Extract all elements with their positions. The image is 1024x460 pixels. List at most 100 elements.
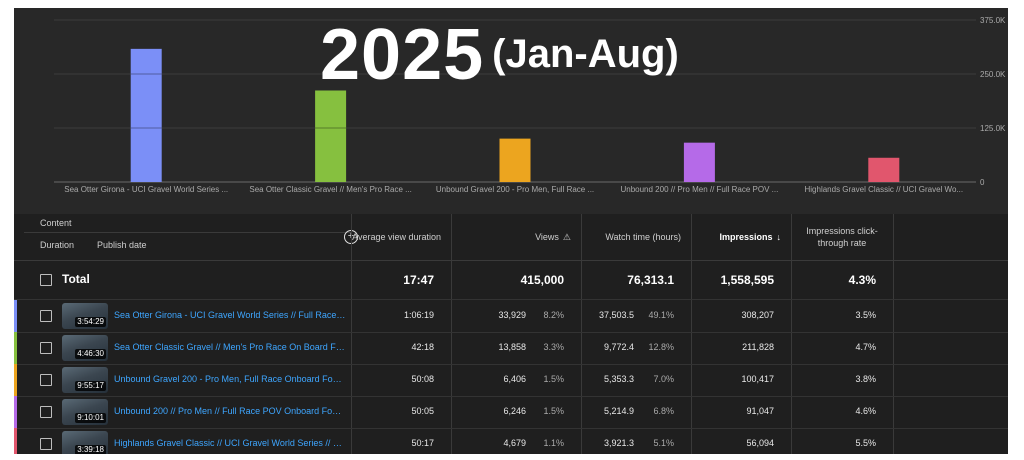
watch-time-header[interactable]: Watch time (hours) [605, 232, 681, 242]
row-checkbox[interactable] [40, 374, 52, 386]
y-tick-label: 375.0K [980, 16, 1006, 25]
impressions-value: 100,417 [741, 374, 774, 384]
views-value: 13,858 [498, 342, 526, 352]
avg-view-duration: 50:05 [411, 406, 434, 416]
table-row[interactable]: 9:55:17 Unbound Gravel 200 - Pro Men, Ful… [14, 364, 1008, 397]
video-title-link[interactable]: Highlands Gravel Classic // UCI Gravel W… [114, 438, 346, 448]
content-table: Content Duration Publish date + Average … [14, 214, 1008, 454]
ctr-value: 3.5% [855, 310, 876, 320]
watch-time-value: 5,214.9 [603, 406, 634, 416]
analytics-panel: 0 125.0K 250.0K 375.0K Sea Otter Girona - UC… [14, 8, 1008, 454]
series-color-bar [14, 332, 17, 364]
video-thumbnail[interactable]: 9:10:01 [62, 399, 108, 425]
watch-time-percent: 7.0% [653, 374, 674, 384]
watch-time-percent: 49.1% [648, 310, 674, 320]
y-tick-label: 250.0K [980, 70, 1006, 79]
video-thumbnail[interactable]: 9:55:17 [62, 367, 108, 393]
views-percent: 1.5% [543, 374, 564, 384]
x-tick-label: Highlands Gravel Classic // UCI Gravel W… [805, 185, 964, 194]
video-title-link[interactable]: Unbound Gravel 200 - Pro Men, Full Race … [114, 374, 346, 384]
impressions-value: 56,094 [746, 438, 774, 448]
views-percent: 3.3% [543, 342, 564, 352]
views-value: 6,246 [503, 406, 526, 416]
watch-time-percent: 6.8% [653, 406, 674, 416]
watch-time-percent: 5.1% [653, 438, 674, 448]
ctr-value: 3.8% [855, 374, 876, 384]
watch-time-value: 3,921.3 [603, 438, 634, 448]
impressions-value: 91,047 [746, 406, 774, 416]
total-checkbox[interactable] [40, 274, 52, 286]
x-tick-label: Sea Otter Girona - UCI Gravel World Seri… [64, 185, 228, 194]
bar[interactable] [315, 90, 347, 182]
row-checkbox[interactable] [40, 310, 52, 322]
column-divider [351, 214, 352, 454]
avg-view-duration: 42:18 [411, 342, 434, 352]
table-row[interactable]: 3:39:18 Highlands Gravel Classic // UCI G… [14, 428, 1008, 454]
bar[interactable] [868, 157, 900, 182]
duration-sort-header[interactable]: Duration [40, 240, 75, 250]
video-title-link[interactable]: Sea Otter Classic Gravel // Men's Pro Ra… [114, 342, 346, 352]
total-views: 415,000 [520, 273, 564, 287]
total-row: Total 17:47 415,000 76,313.1 1,558,595 4… [14, 261, 1008, 300]
views-percent: 1.1% [543, 438, 564, 448]
total-avg-view-duration: 17:47 [403, 273, 434, 287]
avg-view-duration: 50:08 [411, 374, 434, 384]
x-tick-label: Sea Otter Classic Gravel // Men's Pro Ra… [249, 185, 411, 194]
series-color-bar [14, 364, 17, 396]
video-title-link[interactable]: Unbound 200 // Pro Men // Full Race POV … [114, 406, 346, 416]
warning-icon: ⚠ [562, 232, 571, 242]
impressions-value: 211,828 [742, 342, 774, 352]
views-value: 6,406 [503, 374, 526, 384]
row-checkbox[interactable] [40, 438, 52, 450]
impressions-value: 308,207 [741, 310, 774, 320]
avg-view-duration: 50:17 [411, 438, 434, 448]
column-divider [451, 214, 452, 454]
row-checkbox[interactable] [40, 342, 52, 354]
total-watch-time: 76,313.1 [627, 273, 674, 287]
table-header: Content Duration Publish date + Average … [14, 214, 1008, 261]
column-divider [581, 214, 582, 454]
watch-time-value: 37,503.5 [598, 310, 634, 320]
header-divider [24, 232, 350, 233]
impressions-header[interactable]: Impressions ↓ [719, 232, 781, 242]
series-color-bar [14, 396, 17, 428]
views-header[interactable]: Views ⚠ [535, 232, 571, 242]
avg-view-duration-header[interactable]: Average view duration [352, 232, 441, 242]
views-value: 33,929 [498, 310, 526, 320]
bar[interactable] [683, 142, 715, 182]
bar[interactable] [499, 138, 531, 182]
video-thumbnail[interactable]: 3:39:18 [62, 431, 108, 454]
bar[interactable] [130, 48, 162, 182]
video-thumbnail[interactable]: 3:54:29 [62, 303, 108, 329]
ctr-value: 4.6% [855, 406, 876, 416]
total-label: Total [62, 272, 90, 286]
column-divider [893, 214, 894, 454]
video-title-link[interactable]: Sea Otter Girona - UCI Gravel World Seri… [114, 310, 346, 320]
watch-time-percent: 12.8% [648, 342, 674, 352]
column-divider [791, 214, 792, 454]
watch-time-value: 5,353.3 [603, 374, 634, 384]
avg-view-duration: 1:06:19 [403, 310, 434, 320]
duration-badge: 4:46:30 [75, 349, 106, 359]
duration-badge: 9:55:17 [75, 381, 106, 391]
ctr-value: 4.7% [855, 342, 876, 352]
row-checkbox[interactable] [40, 406, 52, 418]
table-row[interactable]: 4:46:30 Sea Otter Classic Gravel // Men's… [14, 332, 1008, 365]
video-thumbnail[interactable]: 4:46:30 [62, 335, 108, 361]
bar-chart: 0 125.0K 250.0K 375.0K Sea Otter Girona - UC… [54, 16, 1006, 194]
y-tick-label: 0 [980, 178, 985, 187]
views-value: 4,679 [503, 438, 526, 448]
y-tick-label: 125.0K [980, 124, 1006, 133]
ctr-header[interactable]: Impressions click-through rate [806, 226, 878, 248]
table-row[interactable]: 3:54:29 Sea Otter Girona - UCI Gravel Wor… [14, 300, 1008, 333]
table-row[interactable]: 9:10:01 Unbound 200 // Pro Men // Full Ra… [14, 396, 1008, 429]
total-impressions: 1,558,595 [720, 273, 774, 287]
content-header-label: Content [40, 218, 72, 228]
publish-date-sort-header[interactable]: Publish date [97, 240, 147, 250]
duration-badge: 3:54:29 [75, 317, 106, 327]
x-tick-label: Unbound 200 // Pro Men // Full Race POV … [620, 185, 778, 194]
series-color-bar [14, 428, 17, 454]
views-percent: 1.5% [543, 406, 564, 416]
duration-badge: 9:10:01 [75, 413, 106, 423]
views-percent: 8.2% [543, 310, 564, 320]
